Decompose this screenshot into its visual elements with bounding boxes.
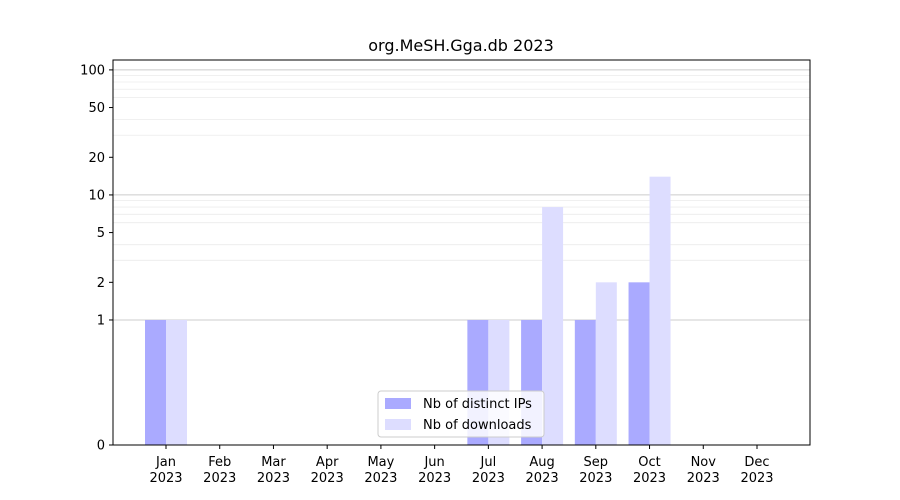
- x-tick-label: Jun 2023: [418, 455, 451, 486]
- legend-label: Nb of downloads: [423, 418, 532, 433]
- bar-downloads: [542, 207, 564, 445]
- x-tick-label: Jan 2023: [149, 455, 182, 486]
- legend-swatch: [385, 419, 411, 430]
- x-tick-label: Sep 2023: [579, 455, 612, 486]
- y-tick-label: 50: [88, 101, 105, 116]
- bar-downloads: [595, 282, 617, 445]
- grid-lines: [113, 69, 810, 321]
- y-tick-label: 20: [88, 151, 105, 166]
- y-tick-label: 100: [80, 63, 105, 78]
- x-axis: Jan 2023 Feb 2023 Mar 2023 Apr 2023 May 2023 Jun 20…: [149, 445, 774, 486]
- x-tick-label: Jul 2023: [472, 455, 505, 486]
- bar-distinct-ips: [145, 319, 166, 445]
- legend-box: [377, 390, 545, 438]
- bar-downloads: [166, 319, 187, 445]
- legend-swatch: [385, 398, 411, 409]
- x-tick-label: Dec 2023: [740, 455, 773, 486]
- y-axis: 0 1 2 5 10 20 50 100: [80, 63, 113, 454]
- x-tick-label: Feb 2023: [203, 455, 236, 486]
- y-tick-label: 2: [97, 276, 105, 291]
- legend-label: Nb of distinct IPs: [423, 397, 532, 412]
- chart-title: org.MeSH.Gga.db 2023: [368, 36, 554, 55]
- x-tick-label: Nov 2023: [687, 455, 720, 486]
- legend: Nb of distinct IPs Nb of downloads: [377, 390, 545, 438]
- bar-distinct-ips: [628, 282, 650, 445]
- x-tick-label: Apr 2023: [311, 455, 344, 486]
- x-tick-label: Mar 2023: [257, 455, 290, 486]
- bar-downloads: [649, 176, 671, 445]
- y-tick-label: 5: [97, 226, 105, 241]
- y-tick-label: 1: [97, 313, 105, 328]
- y-tick-label: 0: [97, 439, 105, 454]
- bar-distinct-ips: [574, 319, 596, 445]
- x-tick-label: May 2023: [364, 455, 397, 486]
- plot-frame: [112, 59, 811, 446]
- y-tick-label: 10: [88, 188, 105, 203]
- x-tick-label: Oct 2023: [633, 455, 666, 486]
- x-tick-label: Aug 2023: [526, 455, 559, 486]
